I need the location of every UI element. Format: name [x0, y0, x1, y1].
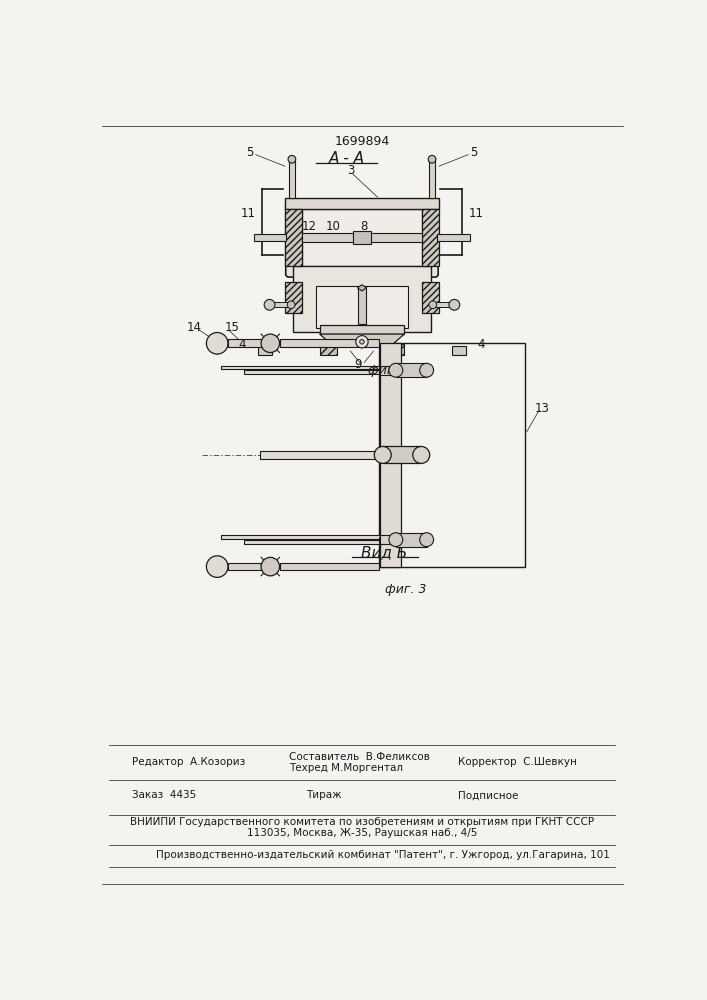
Bar: [379, 451, 402, 459]
Circle shape: [264, 299, 275, 310]
Circle shape: [360, 339, 364, 344]
Bar: [380, 366, 396, 375]
Text: 12: 12: [302, 220, 317, 233]
Text: 8: 8: [360, 220, 367, 233]
Bar: [396, 363, 426, 377]
Circle shape: [206, 333, 228, 354]
Bar: [431, 302, 452, 307]
Polygon shape: [357, 285, 366, 291]
Bar: [429, 159, 435, 198]
Text: фиг. 3: фиг. 3: [385, 583, 426, 596]
Text: Составитель  В.Феликсов: Составитель В.Феликсов: [288, 752, 430, 762]
Bar: [379, 343, 525, 567]
Text: Подписное: Подписное: [458, 790, 518, 800]
Circle shape: [389, 363, 403, 377]
Text: Корректор  С.Шевкун: Корректор С.Шевкун: [458, 757, 577, 767]
Circle shape: [449, 299, 460, 310]
Bar: [382, 446, 421, 463]
Bar: [379, 537, 402, 543]
Text: 13: 13: [534, 402, 549, 415]
Text: 11: 11: [469, 207, 484, 220]
Bar: [438, 234, 469, 241]
Bar: [244, 370, 380, 374]
Bar: [293, 266, 431, 332]
Text: 113035, Москва, Ж-35, Раушская наб., 4/5: 113035, Москва, Ж-35, Раушская наб., 4/5: [247, 828, 477, 838]
Bar: [221, 366, 380, 369]
Bar: [387, 344, 404, 355]
Text: 5: 5: [470, 146, 477, 159]
Bar: [285, 282, 302, 312]
Text: А - А: А - А: [329, 151, 365, 166]
Text: 11: 11: [240, 207, 255, 220]
Text: 3: 3: [346, 164, 354, 177]
Bar: [302, 233, 422, 242]
Bar: [279, 339, 379, 347]
Text: 1699894: 1699894: [334, 135, 390, 148]
Text: Техред М.Моргентал: Техред М.Моргентал: [288, 763, 403, 773]
Circle shape: [389, 533, 403, 547]
Polygon shape: [320, 334, 404, 346]
Bar: [452, 346, 466, 355]
Bar: [228, 339, 270, 347]
Bar: [422, 282, 439, 312]
Circle shape: [206, 556, 228, 577]
Bar: [279, 563, 379, 570]
Bar: [254, 234, 286, 241]
Bar: [358, 286, 366, 324]
Bar: [316, 286, 408, 328]
Text: Производственно-издательский комбинат "Патент", г. Ужгород, ул.Гагарина, 101: Производственно-издательский комбинат "П…: [156, 850, 609, 860]
Circle shape: [261, 334, 279, 353]
Text: Тираж: Тираж: [305, 790, 341, 800]
Bar: [320, 344, 337, 355]
Circle shape: [288, 155, 296, 163]
Bar: [271, 302, 293, 307]
Text: Заказ  4435: Заказ 4435: [132, 790, 197, 800]
Bar: [302, 209, 422, 266]
Bar: [320, 325, 404, 334]
Text: 10: 10: [325, 220, 340, 233]
Text: 5: 5: [247, 146, 254, 159]
Bar: [285, 209, 302, 266]
Circle shape: [413, 446, 430, 463]
Circle shape: [428, 155, 436, 163]
Text: Редактор  А.Козориз: Редактор А.Козориз: [132, 757, 246, 767]
Circle shape: [356, 336, 368, 348]
Text: 14: 14: [187, 321, 201, 334]
Bar: [380, 535, 396, 544]
Bar: [380, 343, 402, 567]
Text: ВНИИПИ Государственного комитета по изобретениям и открытиям при ГКНТ СССР: ВНИИПИ Государственного комитета по изоб…: [130, 817, 594, 827]
Bar: [258, 346, 272, 355]
Text: 4: 4: [239, 338, 246, 351]
Bar: [379, 367, 402, 373]
Text: Вид Б: Вид Б: [361, 545, 407, 560]
Bar: [244, 540, 380, 544]
Bar: [288, 159, 295, 198]
Circle shape: [261, 557, 279, 576]
Bar: [285, 198, 439, 209]
Text: 9: 9: [354, 358, 362, 371]
Circle shape: [374, 446, 391, 463]
Circle shape: [429, 301, 437, 309]
Bar: [221, 535, 380, 539]
Bar: [396, 533, 426, 547]
Text: 15: 15: [225, 321, 240, 334]
FancyBboxPatch shape: [286, 202, 438, 277]
Circle shape: [287, 301, 295, 309]
Bar: [353, 231, 371, 244]
Circle shape: [420, 363, 433, 377]
Text: 4: 4: [477, 338, 485, 351]
Bar: [228, 563, 270, 570]
Bar: [259, 451, 380, 459]
Bar: [422, 209, 439, 266]
Text: фиг. 2: фиг. 2: [368, 364, 409, 377]
Circle shape: [420, 533, 433, 547]
